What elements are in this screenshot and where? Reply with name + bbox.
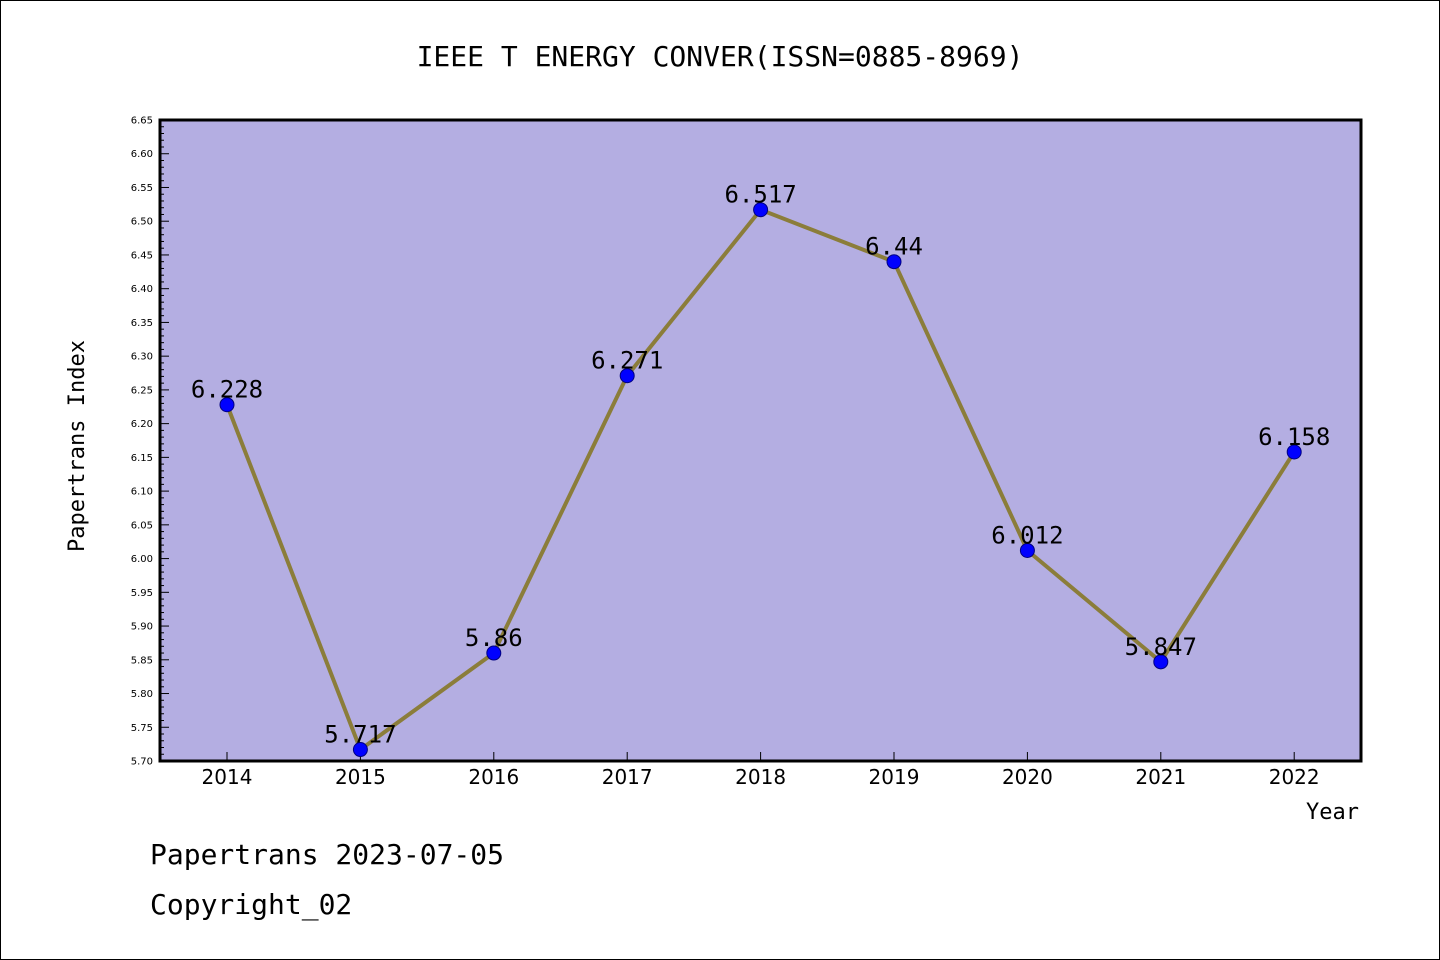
y-tick-label: 6.35: [131, 318, 153, 329]
x-tick-label: 2016: [468, 765, 519, 789]
y-tick-label: 6.30: [131, 352, 153, 363]
x-tick-label: 2020: [1002, 765, 1053, 789]
data-label: 6.158: [1258, 423, 1330, 451]
x-tick-label: 2021: [1135, 765, 1186, 789]
y-tick-label: 6.15: [131, 453, 153, 464]
y-tick-label: 6.40: [131, 284, 153, 295]
data-point: [1286, 444, 1302, 460]
x-tick-label: 2018: [735, 765, 786, 789]
y-tick-label: 5.90: [131, 622, 153, 633]
y-tick-label: 5.80: [131, 689, 153, 700]
data-label: 6.44: [865, 233, 923, 261]
data-label: 6.228: [191, 376, 263, 404]
x-tick-label: 2019: [869, 765, 920, 789]
x-axis: 2014 2015 2016 2017 2018 2019 2020 2021 2022: [202, 752, 1320, 789]
data-point: [753, 202, 769, 218]
y-tick-label: 5.70: [131, 757, 153, 768]
data-point: [219, 397, 235, 413]
y-tick-label: 6.05: [131, 520, 153, 531]
y-tick-label: 6.25: [131, 385, 153, 396]
data-point: [352, 742, 368, 758]
data-point: [1019, 542, 1035, 558]
x-axis-label: Year: [1306, 800, 1359, 825]
y-tick-label: 6.45: [131, 250, 153, 261]
y-tick-label: 6.00: [131, 554, 153, 565]
data-label: 5.717: [324, 721, 396, 749]
data-point: [486, 645, 502, 661]
y-tick-label: 6.10: [131, 487, 153, 498]
y-tick-label: 6.20: [131, 419, 153, 430]
y-tick-label: 6.55: [131, 183, 153, 194]
x-tick-label: 2017: [602, 765, 653, 789]
data-label: 5.86: [465, 624, 523, 652]
plot-area: [160, 120, 1361, 761]
footer-copyright: Copyright_02: [150, 888, 352, 922]
y-axis-label: Papertrans Index: [65, 340, 90, 552]
chart-title: IEEE T ENERGY CONVER(ISSN=0885-8969): [417, 40, 1024, 73]
footer-date: Papertrans 2023-07-05: [150, 838, 504, 871]
data-label: 6.517: [724, 181, 796, 209]
data-point: [619, 368, 635, 384]
y-tick-label: 6.65: [131, 116, 153, 127]
data-point: [1153, 654, 1169, 670]
data-point: [886, 254, 902, 270]
data-label: 6.271: [591, 347, 663, 375]
y-tick-label: 5.95: [131, 588, 153, 599]
y-tick-label: 5.85: [131, 655, 153, 666]
x-tick-label: 2014: [202, 765, 253, 789]
y-tick-label: 6.60: [131, 149, 153, 160]
data-label: 5.847: [1125, 633, 1197, 661]
series-layer: 6.228 5.717 5.86 6.271 6.517 6.44 6.012 5.847 6.…: [191, 181, 1330, 758]
y-axis: 5.70 5.75 5.80 5.85 5.90 5.95 6.00 6.05 6.10 6.15…: [131, 116, 169, 768]
x-tick-label: 2022: [1269, 765, 1320, 789]
plot-border: [158, 118, 1363, 763]
x-tick-label: 2015: [335, 765, 386, 789]
data-label: 6.012: [991, 521, 1063, 549]
y-tick-label: 6.50: [131, 217, 153, 228]
y-tick-label: 5.75: [131, 723, 153, 734]
